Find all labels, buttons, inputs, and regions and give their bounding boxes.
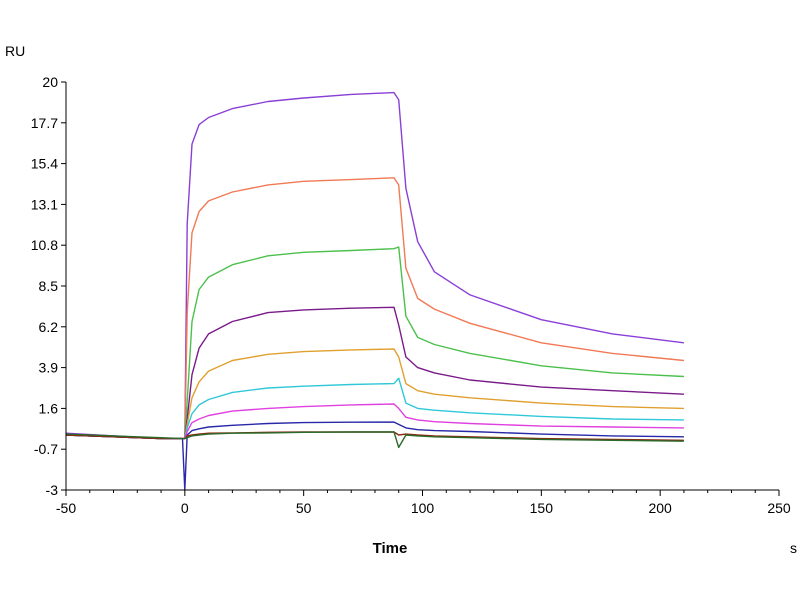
- series-line-curve-7: [65, 403, 684, 440]
- x-tick-label: 250: [767, 500, 791, 516]
- axes: -3 -0.7 1.6 3.9 6.2 8.5 10.8 13.1 15.4 17.7 20 -50 0…: [31, 74, 791, 516]
- y-axis-label: RU: [5, 43, 25, 59]
- y-tick-label: 20: [42, 74, 58, 90]
- y-tick-label: 8.5: [39, 278, 59, 294]
- y-tick-label: -3: [46, 482, 59, 498]
- x-tick-label: 0: [181, 500, 189, 516]
- x-tick-label: 200: [648, 500, 672, 516]
- x-tick-label: 100: [411, 500, 435, 516]
- y-tick-label: -0.7: [34, 441, 58, 457]
- series-line-curve-8: [65, 421, 684, 491]
- series-line-curve-1: [65, 91, 684, 440]
- y-tick-label: 13.1: [31, 196, 58, 212]
- y-tick-label: 6.2: [39, 319, 59, 335]
- y-tick-label: 17.7: [31, 115, 58, 131]
- y-tick-label: 1.6: [39, 400, 59, 416]
- y-tick-label: 15.4: [31, 156, 58, 172]
- x-tick-label: 50: [296, 500, 312, 516]
- x-axis-unit: s: [790, 540, 797, 556]
- curves: [65, 91, 684, 491]
- series-line-curve-2: [65, 177, 684, 440]
- series-line-curve-3: [65, 246, 684, 440]
- x-tick-label: -50: [56, 500, 76, 516]
- x-tick-label: 150: [530, 500, 554, 516]
- series-line-curve-10: [65, 431, 684, 449]
- y-tick-label: 3.9: [39, 360, 59, 376]
- series-line-curve-6: [65, 377, 684, 440]
- y-tick-label: 10.8: [31, 237, 58, 253]
- x-axis-label: Time: [373, 540, 408, 557]
- series-line-curve-9: [65, 431, 684, 441]
- series-line-curve-5: [65, 348, 684, 440]
